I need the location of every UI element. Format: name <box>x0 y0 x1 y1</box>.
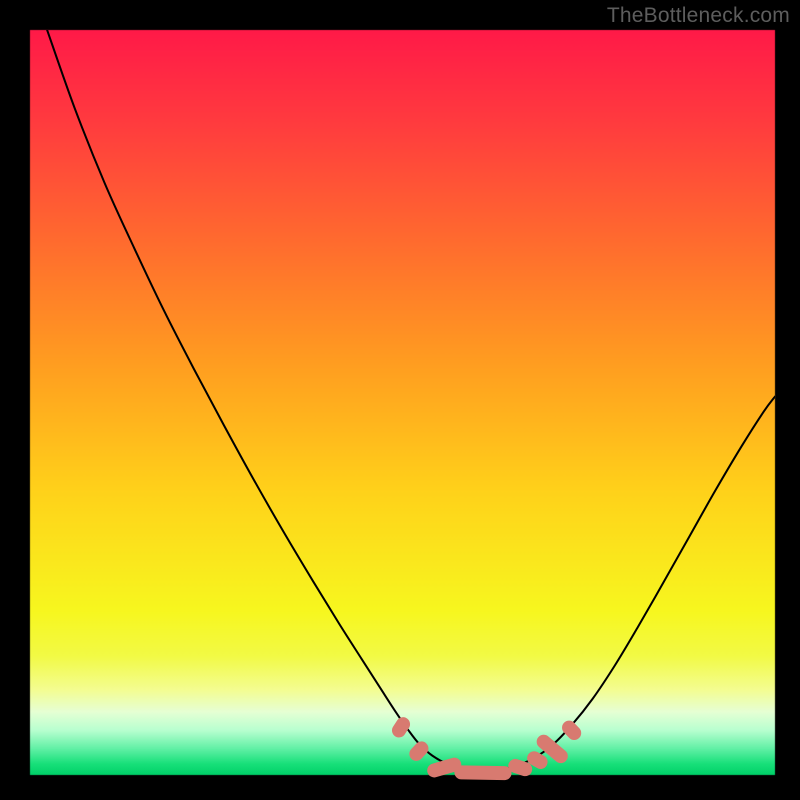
curve-marker <box>406 739 431 764</box>
watermark-text: TheBottleneck.com <box>607 4 790 28</box>
curve-marker <box>559 718 584 743</box>
chart-markers <box>0 0 800 800</box>
curve-marker <box>454 765 511 780</box>
curve-marker <box>389 715 412 741</box>
